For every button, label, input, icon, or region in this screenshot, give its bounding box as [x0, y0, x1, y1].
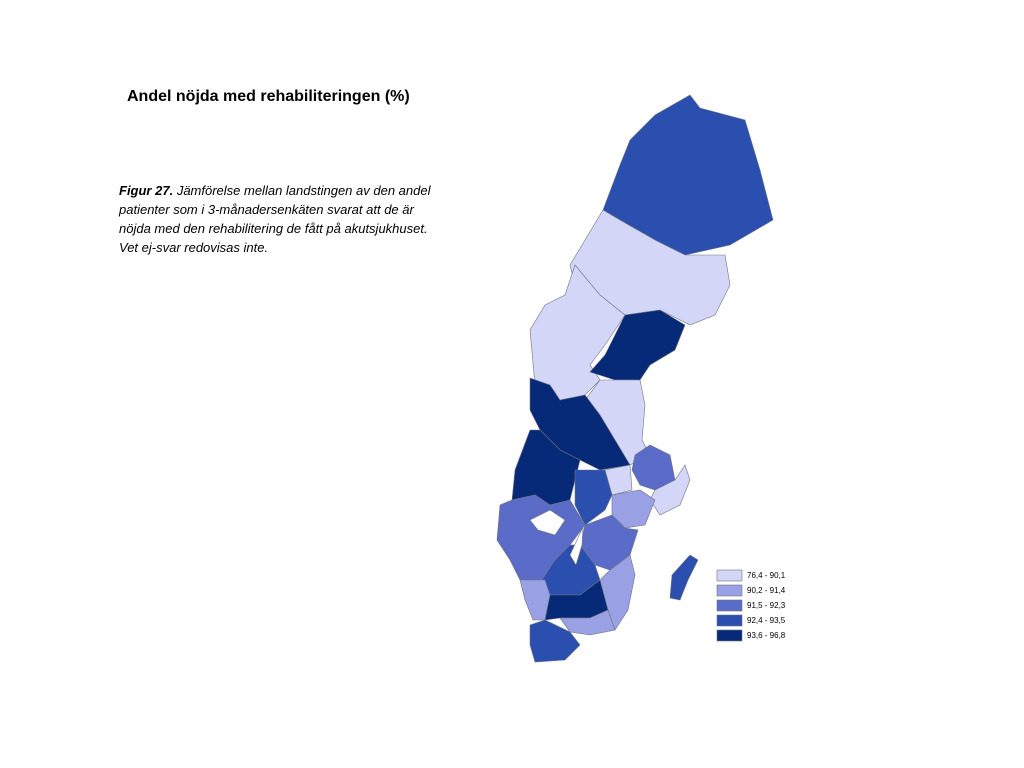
legend-label: 91,5 - 92,3 — [747, 601, 786, 610]
caption-label: Figur 27. — [119, 183, 174, 198]
legend: 76,4 - 90,1 90,2 - 91,4 91,5 - 92,3 92,4 - … — [716, 569, 786, 642]
regions — [496, 94, 774, 663]
legend-label: 76,4 - 90,1 — [747, 571, 786, 580]
legend-swatch — [716, 629, 743, 642]
region — [529, 264, 626, 401]
region — [529, 619, 581, 663]
figure-caption: Figur 27. Jämförelse mellan landstingen … — [119, 181, 437, 257]
caption-text: Jämförelse mellan landstingen av den and… — [119, 183, 431, 255]
map-title: Andel nöjda med rehabiliteringen (%) — [127, 88, 410, 105]
legend-swatch — [716, 569, 743, 582]
region — [574, 469, 613, 526]
lake — [569, 526, 584, 566]
legend-swatch — [716, 599, 743, 612]
lake — [529, 509, 566, 536]
legend-label: 90,2 - 91,4 — [747, 586, 786, 595]
region — [569, 209, 731, 326]
legend-label: 93,6 - 96,8 — [747, 631, 786, 640]
region — [519, 579, 551, 621]
legend-swatch — [716, 584, 743, 597]
legend-swatch — [716, 614, 743, 627]
region — [669, 554, 699, 601]
legend-label: 92,4 - 93,5 — [747, 616, 786, 625]
